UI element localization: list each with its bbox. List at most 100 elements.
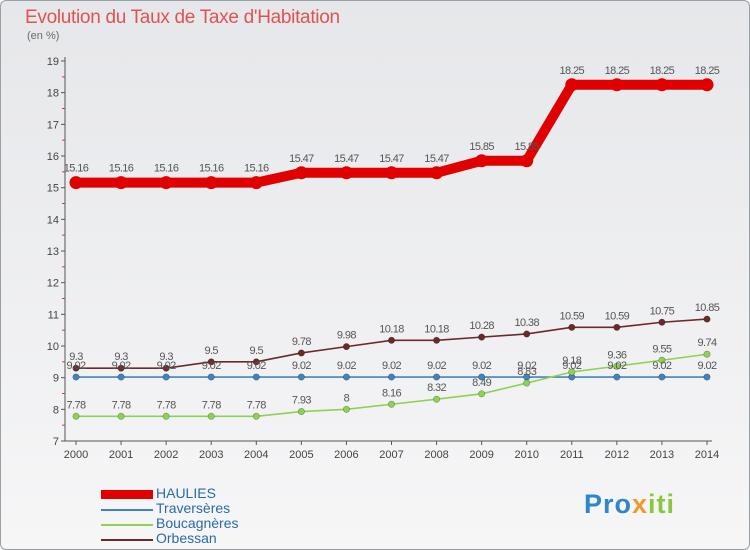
data-point	[478, 373, 486, 381]
data-label: 9.02	[697, 360, 716, 372]
data-point	[703, 373, 711, 381]
data-point	[703, 350, 711, 358]
data-point	[610, 78, 624, 92]
x-tick-label: 2004	[244, 449, 268, 461]
data-point	[703, 315, 711, 323]
axes: 7 8 9 10 11 12 13 14 15 16 17 18 19 2000 2001 2002 2003 2…	[47, 56, 719, 461]
data-point	[387, 336, 395, 344]
data-label: 9.02	[157, 360, 176, 372]
data-point	[297, 349, 305, 357]
data-label: 9.5	[250, 345, 264, 357]
data-label: 8.49	[472, 377, 491, 389]
data-label: 9.02	[382, 360, 401, 372]
x-tick-label: 2002	[154, 449, 178, 461]
data-label: 10.38	[514, 317, 539, 329]
data-point	[117, 373, 125, 381]
data-label: 7.78	[202, 399, 221, 411]
logo-part-2: x	[632, 489, 649, 519]
data-label: 8.32	[427, 382, 446, 394]
y-tick-label: 8	[53, 404, 59, 416]
data-point	[387, 400, 395, 408]
series-0	[69, 78, 714, 190]
data-point	[69, 176, 83, 190]
data-point	[249, 176, 263, 190]
data-label: 9.78	[292, 336, 311, 348]
x-tick-label: 2000	[64, 449, 88, 461]
data-label: 18.25	[650, 65, 675, 77]
data-label: 9.18	[562, 355, 581, 367]
series-2	[72, 350, 711, 420]
legend-swatch	[101, 490, 153, 499]
data-label: 9.02	[202, 360, 221, 372]
data-point	[342, 343, 350, 351]
data-label: 15.16	[244, 163, 269, 175]
chart-title: Evolution du Taux de Taxe d'Habitation	[25, 7, 340, 28]
chart-subtitle: (en %)	[27, 30, 60, 42]
data-label: 15.47	[334, 153, 359, 165]
y-tick-label: 19	[47, 56, 59, 68]
data-point	[294, 166, 308, 180]
data-point	[72, 364, 80, 372]
data-label: 15.16	[154, 163, 179, 175]
series-layer	[69, 78, 714, 420]
series-3	[72, 315, 711, 372]
x-tick-label: 2005	[289, 449, 313, 461]
y-tick-label: 14	[47, 214, 59, 226]
data-point	[297, 373, 305, 381]
data-label: 9.02	[427, 360, 446, 372]
data-label: 9.02	[517, 360, 536, 372]
x-tick-label: 2012	[605, 449, 629, 461]
data-point	[523, 379, 531, 387]
data-point	[342, 373, 350, 381]
data-label: 9.5	[204, 345, 218, 357]
data-point	[613, 323, 621, 331]
x-tick-label: 2006	[334, 449, 358, 461]
data-label: 10.18	[379, 323, 404, 335]
data-point	[204, 176, 218, 190]
data-point	[568, 323, 576, 331]
data-point	[162, 373, 170, 381]
data-label: 15.85	[514, 141, 539, 153]
data-point	[658, 356, 666, 364]
legend-swatch	[101, 538, 153, 541]
data-label: 15.85	[469, 141, 494, 153]
data-point	[385, 166, 398, 180]
data-label: 9.3	[159, 351, 173, 363]
data-point	[520, 154, 534, 168]
data-point	[568, 368, 576, 376]
x-tick-label: 2009	[469, 449, 493, 461]
data-point	[207, 358, 215, 366]
y-tick-label: 12	[47, 278, 59, 290]
y-tick-label: 15	[47, 183, 59, 195]
logo-part-1: Pro	[584, 489, 633, 519]
data-label: 15.16	[199, 163, 224, 175]
data-label: 10.75	[650, 305, 675, 317]
data-point	[339, 166, 353, 180]
x-tick-label: 2008	[424, 449, 448, 461]
data-label: 9.02	[472, 360, 491, 372]
y-tick-label: 11	[48, 309, 59, 321]
data-point	[700, 78, 714, 92]
data-label: 9.55	[652, 343, 671, 355]
data-label: 9.36	[607, 349, 626, 361]
x-tick-label: 2013	[650, 449, 674, 461]
data-point	[252, 412, 260, 420]
data-point	[433, 395, 441, 403]
data-label: 9.98	[337, 330, 356, 342]
data-point	[655, 78, 669, 92]
data-label: 9.02	[337, 360, 356, 372]
legend-label: Orbessan	[156, 530, 217, 546]
data-label: 7.78	[66, 399, 85, 411]
data-label: 7.78	[247, 399, 266, 411]
data-label: 9.02	[292, 360, 311, 372]
data-point	[658, 373, 666, 381]
y-tick-label: 10	[47, 341, 59, 353]
data-label: 10.18	[424, 323, 449, 335]
data-label: 10.85	[695, 302, 720, 314]
data-label: 15.47	[289, 153, 314, 165]
series-1	[72, 373, 711, 381]
legend-label: Traversères	[156, 500, 231, 516]
x-tick-label: 2014	[695, 449, 719, 461]
x-tick-label: 2010	[514, 449, 538, 461]
